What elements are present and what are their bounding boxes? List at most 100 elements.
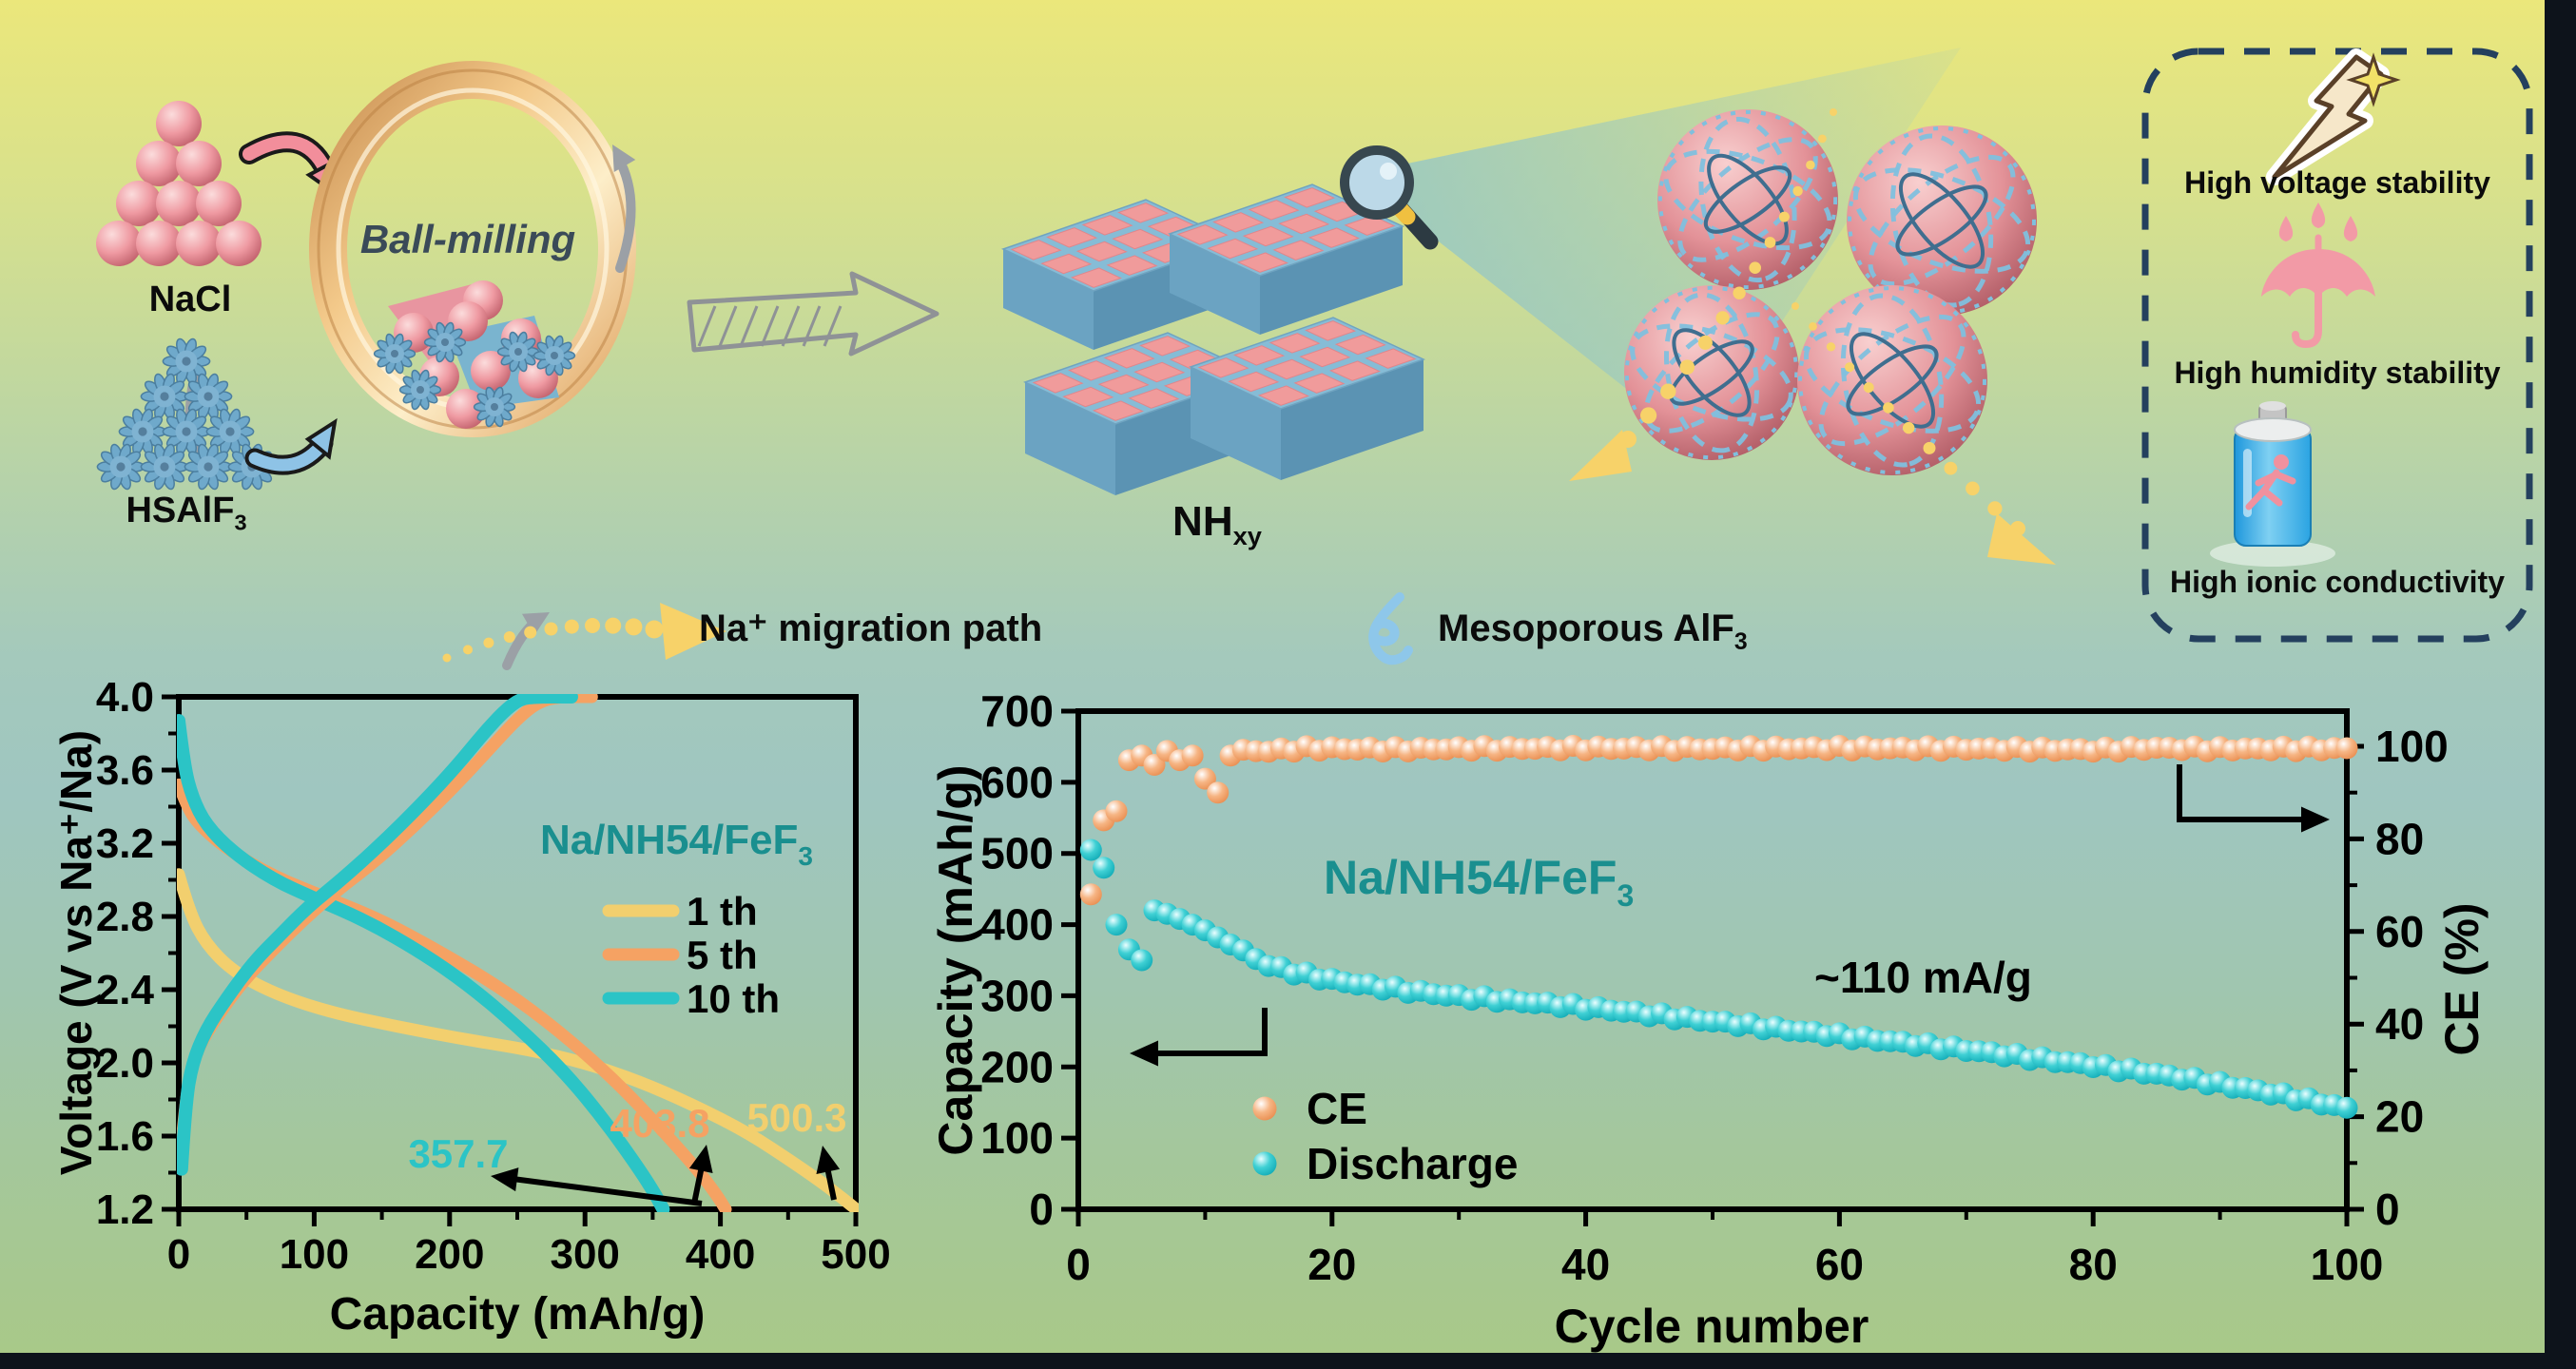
alf3-mesh-icon [1657,109,1838,290]
svg-text:5 th: 5 th [687,933,758,977]
right-chart-title: Na/NH54/FeF3 [1324,851,1634,913]
svg-text:CE (%): CE (%) [2435,902,2489,1055]
cycling-chart: 0 20 40 60 80 1007006005004003002001000100806… [929,686,2489,1353]
migration-path-label: Na⁺ migration path [699,607,1043,649]
humidity-stability-label: High humidity stability [2174,356,2501,390]
nhxy-label: NHxy [1132,498,1303,550]
nhxy-base: NH [1172,498,1233,545]
hsalf3-base: HSAlF [126,491,235,530]
alf3-particle-icon [162,408,211,455]
svg-text:Capacity (mAh/g): Capacity (mAh/g) [330,1289,706,1340]
na-migration-path-icon [442,108,2056,663]
bottom-border-strip [0,1353,2576,1369]
svg-text:200: 200 [415,1231,484,1278]
svg-text:Cycle number: Cycle number [1555,1300,1869,1353]
svg-text:100: 100 [980,1113,1054,1163]
ball-milling-label: Ball-milling [359,217,576,261]
annotation-403.8: 403.8 [610,1101,709,1146]
svg-text:2.8: 2.8 [96,894,154,940]
series-Discharge [1079,839,2358,1119]
ionic-conductivity-label: High ionic conductivity [2169,565,2505,599]
lightning-icon [2266,48,2401,185]
svg-text:40: 40 [2375,999,2424,1049]
right-border-strip [2545,0,2576,1369]
svg-text:CE: CE [1307,1084,1367,1133]
magnifier-icon [1340,145,1439,250]
alf3-particle-icon [140,373,189,420]
svg-text:80: 80 [2069,1240,2118,1289]
svg-text:2.4: 2.4 [96,967,155,1013]
nhxy-slab [1167,183,1405,335]
series-charge-10th [177,694,578,1176]
svg-text:500: 500 [821,1231,890,1278]
svg-text:1 th: 1 th [687,889,758,934]
svg-text:80: 80 [2375,814,2424,863]
hsalf3-particles [96,337,277,491]
process-arrow-icon [687,271,939,357]
svg-text:60: 60 [2375,907,2424,956]
svg-text:300: 300 [550,1231,619,1278]
mesoporous-base: Mesoporous AlF [1438,607,1734,649]
alf3-particle-icon [533,335,576,376]
alf3-particle-icon [373,333,416,375]
alf3-particle-icon [184,373,233,420]
svg-text:1.2: 1.2 [96,1186,154,1233]
nhxy-slabs [1000,183,1426,495]
svg-text:0: 0 [167,1231,190,1278]
blue-arrow-icon [244,417,338,475]
svg-text:2.0: 2.0 [96,1040,154,1087]
annotation-357.7: 357.7 [408,1131,508,1176]
umbrella-rain-icon [2261,202,2375,349]
rate-annotation: ~110 mA/g [1814,953,2032,1002]
svg-text:400: 400 [686,1231,755,1278]
svg-text:300: 300 [980,971,1054,1020]
series-CE [1079,735,2358,906]
nhxy-slab [1188,317,1426,480]
series-discharge-10th [177,714,670,1212]
alf3-particle-icon [184,443,233,491]
hsalf3-sub: 3 [234,510,247,535]
svg-text:60: 60 [1815,1240,1864,1289]
nhxy-sub: xy [1232,520,1262,550]
battery-icon [2210,401,2335,567]
svg-text:Discharge: Discharge [1307,1139,1518,1188]
svg-text:200: 200 [980,1042,1054,1091]
svg-text:700: 700 [980,686,1054,736]
alf3-particle-icon [423,321,467,363]
benefits-box [2141,48,2533,643]
alf3-particle-icon [496,331,540,373]
legend-dot-ce [1252,1096,1277,1121]
left-chart-title: Na/NH54/FeF3 [540,817,813,871]
svg-text:500: 500 [980,829,1054,878]
svg-text:1.6: 1.6 [96,1113,154,1160]
svg-text:0: 0 [1066,1240,1091,1289]
svg-text:100: 100 [2311,1240,2384,1289]
mesoporous-alf3-label: Mesoporous AlF3 [1438,608,1748,655]
nacl-label: NaCl [148,280,232,319]
ball-mill-contents [373,280,576,429]
alf3-particle-icon [162,337,211,385]
voltage-stability-label: High voltage stability [2184,165,2490,200]
svg-text:4.0: 4.0 [96,674,154,721]
nacl-spheres [96,101,261,266]
svg-text:Capacity (mAh/g): Capacity (mAh/g) [929,764,982,1155]
svg-text:400: 400 [980,900,1054,950]
mesoporous-sub: 3 [1733,629,1748,655]
svg-text:Voltage (V vs Na⁺/Na): Voltage (V vs Na⁺/Na) [51,730,101,1175]
svg-text:40: 40 [1561,1240,1610,1289]
hsalf3-label: HSAlF3 [101,492,272,534]
mesoporous-spheres [1624,109,2037,475]
voltage-capacity-chart: 0 100 200 300 400 500 4.0 3.6 3.2 2.8 2.4 2.0 1.6 1.2… [51,674,891,1340]
svg-text:0: 0 [1029,1185,1054,1234]
svg-text:3.2: 3.2 [96,820,154,867]
svg-text:600: 600 [980,758,1054,807]
svg-text:0: 0 [2375,1185,2400,1234]
mesoporous-alf3-icon [1368,592,1413,665]
annotation-500.3: 500.3 [746,1095,846,1140]
svg-text:20: 20 [1307,1240,1356,1289]
alf3-particle-icon [96,443,145,491]
series-discharge-1th [177,868,859,1212]
